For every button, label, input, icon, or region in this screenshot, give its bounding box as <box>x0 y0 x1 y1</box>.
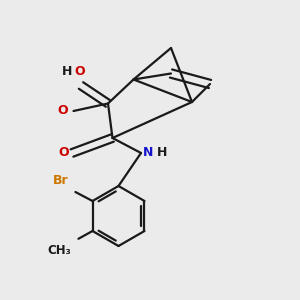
Text: O: O <box>57 103 68 117</box>
Text: CH₃: CH₃ <box>48 244 71 257</box>
Text: H: H <box>157 146 167 159</box>
Text: O: O <box>58 146 69 160</box>
Text: N: N <box>142 146 153 159</box>
Text: Br: Br <box>53 175 68 188</box>
Text: O: O <box>74 65 85 78</box>
Text: H: H <box>62 65 73 78</box>
